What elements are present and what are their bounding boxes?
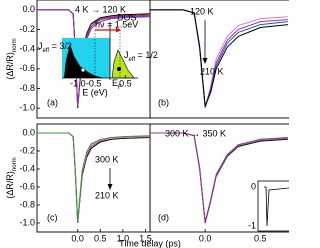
y-axis-label-main: (ΔR/R) bbox=[5, 52, 15, 80]
figure: 0.0 -0.2 -0.4 -0.6 -0.8 -1.0 (a) 4 K → 120 K (ΔR… bbox=[5, 0, 289, 248]
inset-band2-value: = 1/2 bbox=[135, 50, 158, 60]
x-tick-label: 1.0 bbox=[117, 233, 130, 243]
inset-x-label: E (eV) bbox=[82, 87, 108, 97]
y-tick-label: 0.0 bbox=[22, 4, 35, 14]
annotation: 300 K bbox=[95, 154, 119, 164]
annotation: 120 K bbox=[190, 6, 214, 16]
arrow-head bbox=[202, 58, 208, 64]
inset-band2-main: J bbox=[124, 50, 129, 60]
annotation: 210 K bbox=[200, 66, 224, 76]
y-tick-label: -0.6 bbox=[19, 181, 35, 191]
y-tick-label: -0.4 bbox=[19, 44, 35, 54]
series-line bbox=[150, 9, 288, 107]
inset-band2: Jeff = 1/2 bbox=[124, 50, 158, 62]
y-axis-label-main: (ΔR/R) bbox=[5, 171, 15, 199]
panel-label: (a) bbox=[47, 97, 58, 107]
y-tick-label: -0.2 bbox=[19, 24, 35, 34]
inset-pump: hν = 1.5eV bbox=[95, 19, 138, 29]
annotation: 4 K → 120 K bbox=[75, 4, 126, 14]
annotation: 210 K bbox=[95, 190, 119, 200]
inset-peak-1-2 bbox=[111, 49, 135, 79]
panel-frame bbox=[150, 123, 289, 233]
x-tick-label: 0.5 bbox=[254, 233, 267, 243]
panel bbox=[36, 123, 151, 233]
y-axis-label: (ΔR/R)norm bbox=[5, 38, 17, 79]
panel-label: (d) bbox=[158, 212, 169, 222]
series-line bbox=[150, 9, 288, 108]
x-tick-label: 0.0 bbox=[199, 233, 212, 243]
inset-band1-sub: eff bbox=[43, 48, 50, 54]
y-tick-label: -1.0 bbox=[19, 217, 35, 227]
inset-x-tick-label: -1.0 bbox=[70, 78, 86, 88]
panel bbox=[150, 0, 289, 119]
x-tick-label: 1.5 bbox=[139, 233, 152, 243]
y-tick-label: 0.0 bbox=[22, 127, 35, 137]
inset-fermi: EF bbox=[112, 78, 122, 90]
inset-curve bbox=[264, 186, 289, 227]
x-axis-label: Time delay (ps) bbox=[119, 238, 181, 248]
inset-y-tick-label: -1 bbox=[248, 220, 256, 230]
annotation: 300 K → 350 K bbox=[165, 128, 226, 138]
arrow-head bbox=[107, 184, 113, 190]
series-line bbox=[150, 9, 288, 109]
y-tick-label: -0.8 bbox=[19, 83, 35, 93]
inset-band1-value: = 3/2 bbox=[49, 41, 72, 51]
y-tick-label: -0.4 bbox=[19, 163, 35, 173]
inset-band2-sub: eff bbox=[129, 57, 136, 63]
x-tick-label: 0.5 bbox=[94, 233, 107, 243]
inset-hole bbox=[80, 67, 86, 73]
y-axis-label: (ΔR/R)norm bbox=[5, 157, 17, 198]
x-tick-label: 0.0 bbox=[71, 233, 84, 243]
y-tick-label: -0.8 bbox=[19, 199, 35, 209]
series-line bbox=[150, 9, 288, 108]
inset-peak-3-2 bbox=[64, 44, 104, 78]
inset-pump-head bbox=[116, 27, 121, 33]
panel-label: (c) bbox=[47, 212, 58, 222]
y-axis-label-sub: norm bbox=[12, 157, 18, 171]
series-line bbox=[37, 132, 151, 224]
inset-x-tick-label: -0.5 bbox=[86, 78, 102, 88]
series-line bbox=[150, 132, 288, 223]
inset-band1: Jeff = 3/2 bbox=[38, 41, 72, 53]
inset-y-tick-label: 0 bbox=[251, 181, 256, 191]
y-tick-label: -1.0 bbox=[19, 103, 35, 113]
panel bbox=[150, 123, 289, 233]
inset-electron bbox=[117, 67, 121, 71]
panel-frame bbox=[150, 0, 289, 119]
inset-x-tick-label: 0.5 bbox=[119, 78, 132, 88]
inset-title: DOS bbox=[117, 12, 137, 22]
y-tick-label: -0.2 bbox=[19, 145, 35, 155]
y-axis-label-sub: norm bbox=[12, 38, 18, 52]
series-line bbox=[37, 132, 151, 223]
y-tick-label: -0.6 bbox=[19, 63, 35, 73]
panel-label: (b) bbox=[158, 97, 169, 107]
inset-fermi-sub: F bbox=[118, 85, 122, 91]
inset-fermi-main: E bbox=[112, 78, 118, 88]
inset-band1-main: J bbox=[38, 41, 43, 51]
